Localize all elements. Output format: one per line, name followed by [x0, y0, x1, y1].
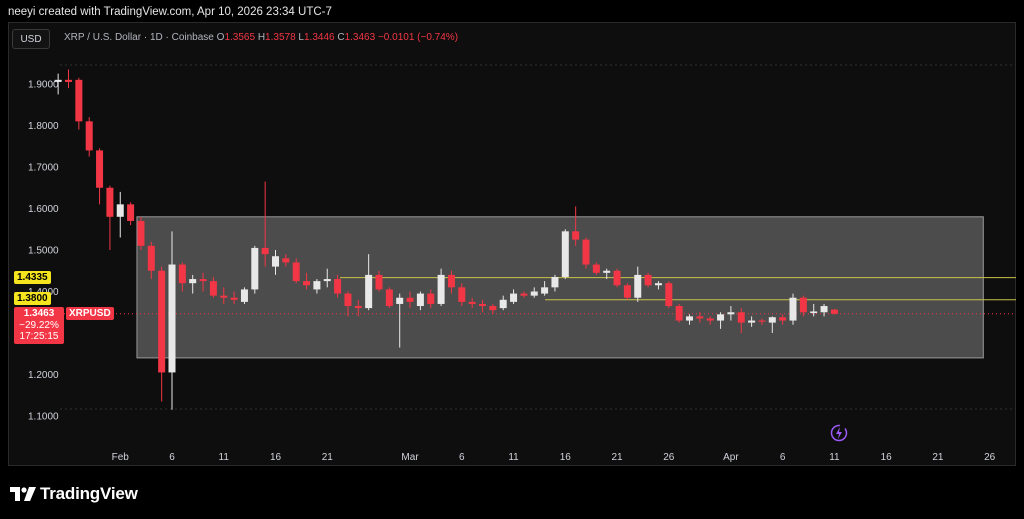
high-value: 1.3578 [265, 32, 296, 43]
last-price-value: 1.3463 [23, 308, 55, 319]
footer-brand: TradingView [10, 484, 138, 504]
support-price-tag: 1.3800 [14, 292, 51, 305]
open-label: O [216, 32, 225, 43]
bar-countdown: 17:25:15 [19, 331, 59, 342]
tradingview-logo-icon [10, 487, 36, 501]
lightning-icon[interactable] [828, 422, 850, 444]
chart-pane[interactable] [8, 22, 1016, 466]
close-label: C [337, 32, 345, 43]
last-change-value: −29.22% [19, 319, 59, 331]
low-label: L [298, 32, 304, 43]
last-price-tag: 1.3463 −29.22% 17:25:15 [14, 307, 64, 344]
resistance-price-tag: 1.4335 [14, 271, 51, 284]
open-value: 1.3565 [224, 32, 256, 43]
low-value: 1.3446 [303, 32, 335, 43]
currency-button[interactable]: USD [12, 29, 50, 49]
symbol-label: XRP / U.S. Dollar · 1D · Coinbase [64, 32, 214, 43]
brand-name: TradingView [40, 484, 138, 503]
high-label: H [257, 32, 266, 43]
attribution-text: neeyi created with TradingView.com, Apr … [8, 6, 332, 18]
ohlc-legend: XRP / U.S. Dollar · 1D · Coinbase O1.356… [64, 32, 458, 43]
change-value: −0.0101 (−0.74%) [377, 32, 459, 43]
close-value: 1.3463 [344, 32, 376, 43]
symbol-price-tag: XRPUSD [66, 307, 114, 320]
